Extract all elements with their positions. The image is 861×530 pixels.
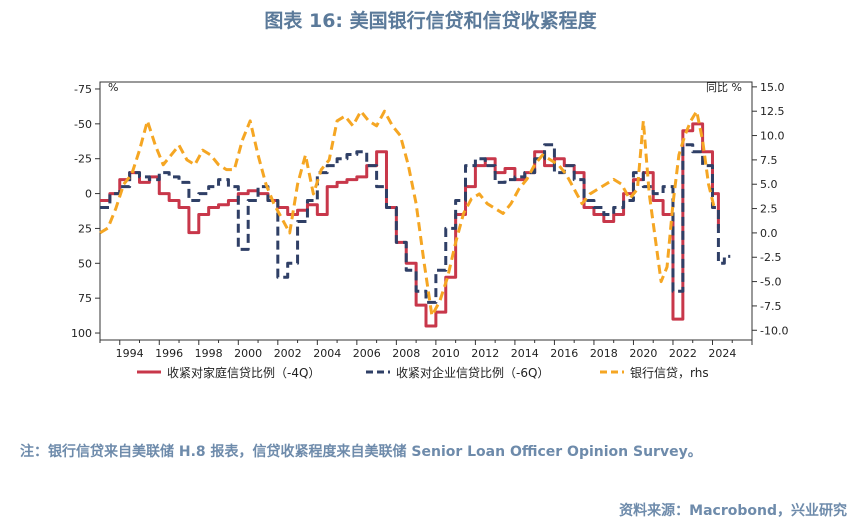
left-tick-label: -50 — [74, 118, 92, 131]
x-tick-label: 1994 — [116, 347, 144, 360]
x-tick-label: 2016 — [550, 347, 578, 360]
x-tick-label: 2024 — [708, 347, 736, 360]
x-tick-label: 2002 — [274, 347, 302, 360]
series-line-business — [100, 143, 731, 304]
x-tick-label: 2012 — [471, 347, 499, 360]
x-tick-label: 2014 — [511, 347, 539, 360]
left-tick-label: 100 — [71, 327, 92, 340]
right-tick-label: -2.5 — [760, 251, 781, 264]
x-tick-label: 2000 — [234, 347, 262, 360]
x-tick-label: 2022 — [669, 347, 697, 360]
right-tick-label: 5.0 — [760, 178, 778, 191]
chart-area: -75 -50 -25 0 25 50 75 100 15.0 12.5 10.0 7.5 5.0 2.… — [71, 81, 788, 380]
chart-title: 图表 16: 美国银行信贷和信贷收紧程度 — [264, 10, 597, 32]
x-tick-label: 2004 — [313, 347, 341, 360]
left-tick-label: 0 — [85, 188, 92, 201]
left-tick-label: 75 — [78, 292, 92, 305]
right-tick-label: 15.0 — [760, 81, 785, 94]
x-tick-label: 2008 — [392, 347, 420, 360]
x-axis: 1994 1996 1998 2000 2002 2004 2006 2008 2010 2012… — [99, 340, 753, 360]
legend-label-household: 收紧对家庭信贷比例（-4Q） — [167, 365, 320, 380]
legend: 收紧对家庭信贷比例（-4Q） 收紧对企业信贷比例（-6Q） 银行信贷，rhs — [137, 365, 709, 380]
series-layer — [99, 109, 731, 328]
right-axis: 15.0 12.5 10.0 7.5 5.0 2.5 0.0 -2.5 -5.0 -7.5 -10.… — [752, 81, 788, 337]
x-tick-label: 2020 — [629, 347, 657, 360]
left-axis: -75 -50 -25 0 25 50 75 100 — [71, 83, 100, 340]
x-tick-label: 2018 — [590, 347, 618, 360]
right-tick-label: -7.5 — [760, 300, 781, 313]
legend-label-business: 收紧对企业信贷比例（-6Q） — [396, 365, 549, 380]
x-tick-label: 1996 — [155, 347, 183, 360]
left-tick-label: -75 — [74, 83, 92, 96]
x-tick-label: 2010 — [432, 347, 460, 360]
right-unit-label: 同比 % — [706, 81, 742, 94]
right-tick-label: 7.5 — [760, 154, 778, 167]
plot-frame — [99, 81, 753, 341]
left-tick-label: 25 — [78, 222, 92, 235]
x-tick-label: 2006 — [353, 347, 381, 360]
series-line-household — [100, 122, 720, 328]
right-tick-label: 12.5 — [760, 105, 785, 118]
series-line-credit — [99, 109, 716, 318]
right-tick-label: -5.0 — [760, 276, 781, 289]
right-tick-label: -10.0 — [760, 324, 788, 337]
left-tick-label: -25 — [74, 153, 92, 166]
legend-label-credit: 银行信贷，rhs — [630, 366, 709, 380]
right-tick-label: 0.0 — [760, 227, 778, 240]
source-credit: 资料来源：Macrobond，兴业研究 — [619, 503, 847, 519]
left-tick-label: 50 — [78, 257, 92, 270]
right-tick-label: 2.5 — [760, 203, 778, 216]
x-tick-label: 1998 — [195, 347, 223, 360]
footnote: 注：银行信贷来自美联储 H.8 报表，信贷收紧程度来自美联储 Senior Lo… — [20, 444, 702, 460]
left-unit-label: % — [108, 81, 118, 94]
right-tick-label: 10.0 — [760, 130, 785, 143]
